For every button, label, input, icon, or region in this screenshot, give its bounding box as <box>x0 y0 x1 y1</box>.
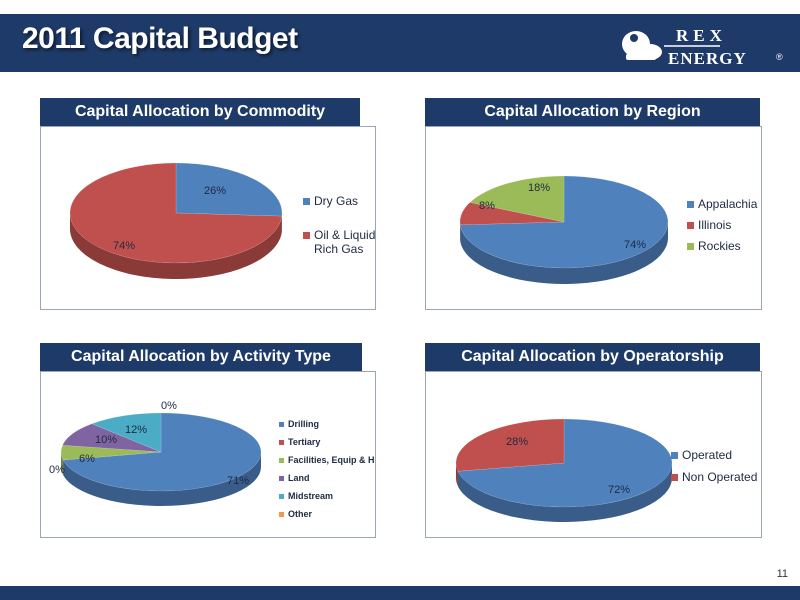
legend-label-appalachia: Appalachia <box>698 197 758 211</box>
legend-swatch-illinois <box>687 222 694 229</box>
legend-label-oil-liquids-rich-gas-line2: Rich Gas <box>314 242 363 256</box>
logo-registered-mark: ® <box>776 52 783 62</box>
data-label-illinois: 8% <box>479 200 495 212</box>
legend-swatch-dry-gas <box>303 198 310 205</box>
chart-panel-commodity: 26% 74% Dry Gas Oil & Liquids Rich Gas <box>40 126 376 310</box>
panel-header-activity: Capital Allocation by Activity Type <box>40 343 362 371</box>
pie-slice-facilities-equip-hse <box>60 444 162 461</box>
legend-label-drilling: Drilling <box>288 419 319 429</box>
pie-side-facilities-equip-hse <box>61 452 64 475</box>
legend-swatch-oil-liquids-rich-gas <box>303 232 310 239</box>
chart-panel-activity: 71% 0% 6% 10% 12% 0% Drilling Tertiary Facilitie… <box>40 371 376 538</box>
data-label-appalachia: 74% <box>624 239 646 251</box>
pie-slice-dry-gas <box>175 162 283 217</box>
page-number: 11 <box>776 568 788 580</box>
pie-side-oil-liquids-rich-gas <box>70 213 282 280</box>
legend-label-rockies: Rockies <box>698 239 741 253</box>
legend-swatch-appalachia <box>687 201 694 208</box>
panel-header-commodity: Capital Allocation by Commodity <box>40 98 360 126</box>
chart-panel-operatorship: 72% 28% Operated Non Operated <box>425 371 762 538</box>
pie-slice-midstream <box>91 412 162 453</box>
legend-swatch-operated <box>671 452 678 459</box>
data-label-midstream: 12% <box>125 424 147 436</box>
pie-chart-operatorship: 72% 28% Operated Non Operated <box>455 418 757 523</box>
legend-label-facilities-equip-hse: Facilities, Equip & HSE <box>288 455 375 465</box>
logo-text-energy: ENERGY <box>668 49 747 68</box>
data-label-oil-liquids-rich-gas: 74% <box>113 240 135 252</box>
legend-label-midstream: Midstream <box>288 491 333 501</box>
pie-slice-drilling <box>62 412 262 492</box>
logo-text-rex: REX <box>676 26 727 45</box>
pie-side-non-operated <box>456 463 458 487</box>
pie-slice-operated <box>457 418 673 508</box>
legend-swatch-other <box>279 512 284 517</box>
pie-side-drilling <box>63 452 262 506</box>
data-label-drilling: 71% <box>227 475 249 487</box>
panel-header-region: Capital Allocation by Region <box>425 98 760 126</box>
pie-side-appalachia <box>460 222 668 285</box>
slide-title: 2011 Capital Budget <box>22 22 298 55</box>
pie-slice-oil-liquids-rich-gas <box>69 162 283 264</box>
data-label-other: 0% <box>161 400 177 412</box>
data-label-rockies: 18% <box>528 182 550 194</box>
data-label-operated: 72% <box>608 484 630 496</box>
pie-slice-illinois <box>459 202 565 226</box>
pie-slice-land <box>62 423 162 453</box>
data-label-land: 10% <box>95 434 117 446</box>
legend-swatch-facilities-equip-hse <box>279 458 284 463</box>
data-label-dry-gas: 26% <box>204 185 226 197</box>
legend-label-land: Land <box>288 473 310 483</box>
pie-slice-appalachia <box>459 175 669 269</box>
rex-energy-logo: REX ENERGY ® <box>622 26 783 68</box>
legend-label-operated: Operated <box>682 448 732 462</box>
pie-slice-rockies <box>469 175 565 223</box>
legend-swatch-land <box>279 476 284 481</box>
pie-chart-activity: 71% 0% 6%10% 12% 0% Drilling Tertiary Facilitie… <box>49 400 375 519</box>
data-label-non-operated: 28% <box>506 436 528 448</box>
legend-label-tertiary: Tertiary <box>288 437 320 447</box>
legend-label-illinois: Illinois <box>698 218 731 232</box>
footer-bar <box>0 586 800 600</box>
data-label-facilities-equip-hse: 6% <box>79 453 95 465</box>
legend-swatch-midstream <box>279 494 284 499</box>
title-bar <box>0 14 800 72</box>
legend-swatch-non-operated <box>671 474 678 481</box>
legend-swatch-drilling <box>279 422 284 427</box>
panel-header-operatorship: Capital Allocation by Operatorship <box>425 343 760 371</box>
legend-swatch-tertiary <box>279 440 284 445</box>
legend-label-dry-gas: Dry Gas <box>314 194 358 208</box>
legend-label-oil-liquids-rich-gas: Oil & Liquids <box>314 228 375 242</box>
data-label-tertiary: 0% <box>49 464 65 476</box>
legend-label-non-operated: Non Operated <box>682 470 757 484</box>
chart-panel-region: 74% 8% 18% Appalachia Illinois Rockies <box>425 126 762 310</box>
legend-label-other: Other <box>288 509 313 519</box>
legend-swatch-rockies <box>687 243 694 250</box>
pie-side-operated <box>457 463 672 523</box>
lion-emblem-icon <box>622 31 662 60</box>
pie-slice-non-operated <box>455 418 565 472</box>
pie-chart-region: 74% 8% 18% Appalachia Illinois Rockies <box>459 175 758 285</box>
